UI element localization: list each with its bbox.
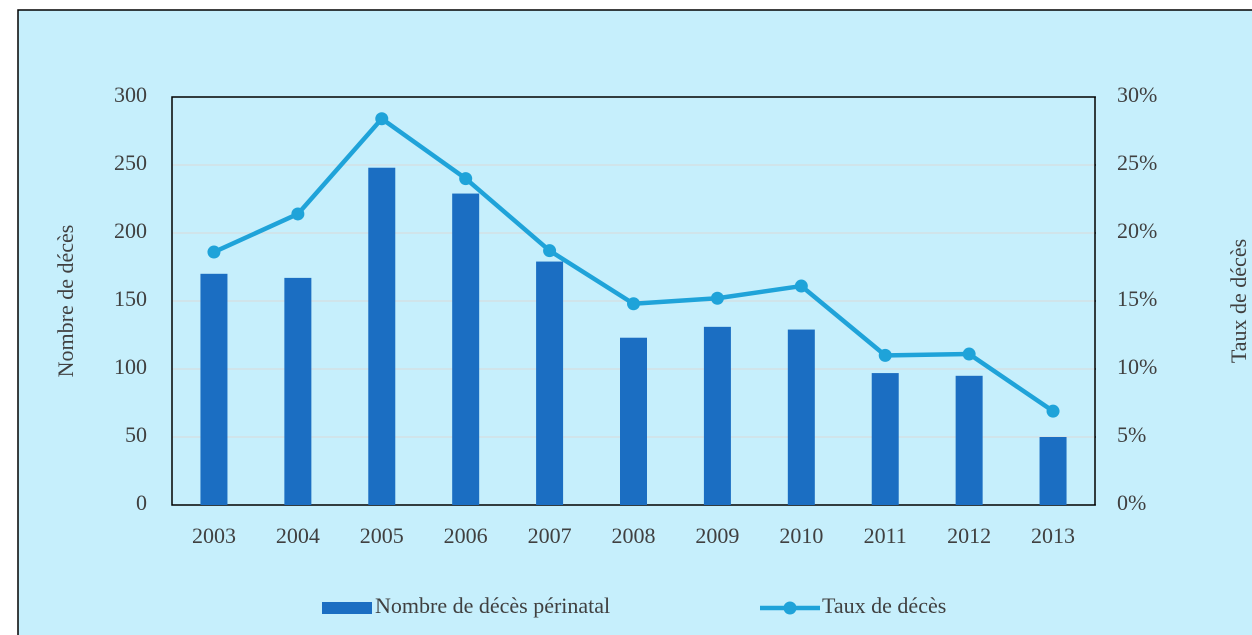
bar <box>452 193 480 505</box>
x-tick-label: 2003 <box>192 523 236 548</box>
y2-axis-title: Taux de décès <box>1226 239 1251 363</box>
bar <box>1039 437 1067 505</box>
y-tick-label: 0 <box>136 490 147 515</box>
bar <box>536 261 564 505</box>
line-marker <box>291 207 305 221</box>
legend-swatch-marker <box>783 601 797 615</box>
bar <box>955 375 983 505</box>
y-tick-label: 50 <box>125 422 147 447</box>
line-marker <box>962 347 976 361</box>
bar <box>787 329 815 505</box>
y-axis-title: Nombre de décès <box>53 225 78 378</box>
legend-label: Nombre de décès périnatal <box>375 593 610 618</box>
line-marker <box>459 172 473 186</box>
x-tick-label: 2005 <box>360 523 404 548</box>
y-tick-label: 300 <box>114 82 147 107</box>
x-tick-label: 2013 <box>1031 523 1075 548</box>
bar <box>620 337 647 505</box>
bar <box>703 326 731 505</box>
bar <box>284 277 312 505</box>
line-marker <box>375 112 389 126</box>
x-tick-label: 2006 <box>444 523 488 548</box>
line-marker <box>627 297 640 311</box>
y2-tick-label: 15% <box>1117 286 1157 311</box>
line-marker <box>878 348 892 362</box>
x-tick-label: 2004 <box>276 523 320 548</box>
y-tick-label: 150 <box>114 286 147 311</box>
line-marker <box>1046 404 1060 418</box>
x-tick-label: 2012 <box>947 523 991 548</box>
y2-tick-label: 30% <box>1117 82 1157 107</box>
line-marker <box>710 291 724 305</box>
legend-label: Taux de décès <box>822 593 946 618</box>
y-tick-label: 100 <box>114 354 147 379</box>
y2-tick-label: 10% <box>1117 354 1157 379</box>
x-tick-label: 2010 <box>779 523 823 548</box>
y-tick-label: 250 <box>114 150 147 175</box>
x-tick-label: 2009 <box>695 523 739 548</box>
y2-tick-label: 20% <box>1117 218 1157 243</box>
bar <box>368 167 396 505</box>
bar <box>200 273 228 505</box>
line-marker <box>207 245 221 259</box>
y2-tick-label: 0% <box>1117 490 1146 515</box>
line-marker <box>794 279 808 293</box>
legend-swatch <box>322 602 372 614</box>
line-marker <box>543 244 557 258</box>
y2-tick-label: 25% <box>1117 150 1157 175</box>
y-tick-label: 200 <box>114 218 147 243</box>
bar <box>871 373 899 505</box>
x-tick-label: 2008 <box>612 523 656 548</box>
y2-tick-label: 5% <box>1117 422 1146 447</box>
x-tick-label: 2007 <box>528 523 572 548</box>
x-tick-label: 2011 <box>864 523 907 548</box>
